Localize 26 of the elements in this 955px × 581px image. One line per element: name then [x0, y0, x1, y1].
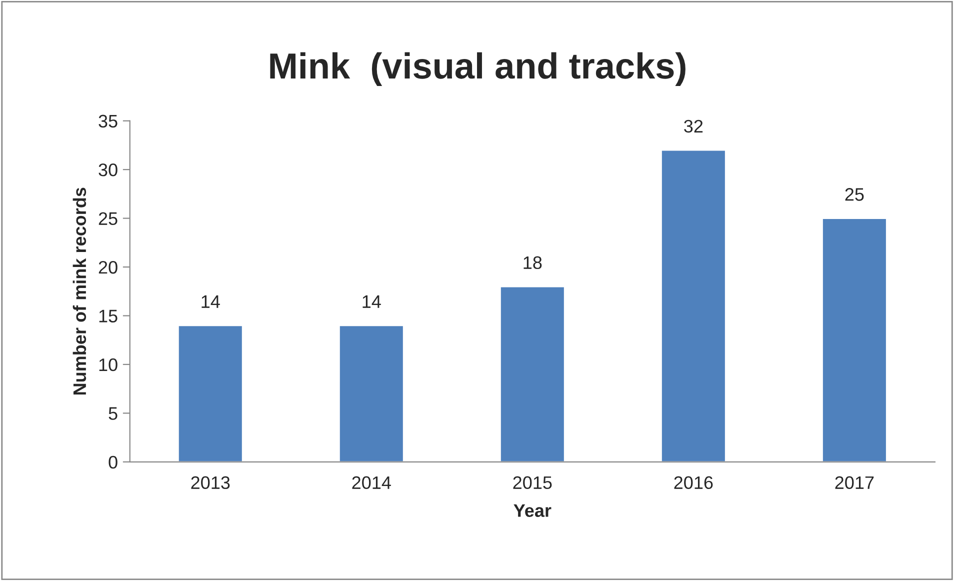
data-label: 14 — [362, 295, 381, 308]
y-tick-label: 20 — [98, 260, 118, 274]
y-tick-label: 30 — [98, 164, 118, 176]
x-tick-label: 2014 — [352, 476, 391, 490]
y-tick-label: 0 — [108, 456, 118, 469]
bar — [660, 149, 726, 462]
data-label: 14 — [202, 295, 220, 308]
x-tick-label: 2017 — [835, 476, 874, 490]
y-tick-label: 25 — [98, 212, 118, 226]
x-tick-label: 2015 — [513, 476, 552, 490]
x-tick-label: 2016 — [674, 476, 713, 490]
bar — [822, 218, 888, 462]
y-tick-label: 35 — [98, 114, 118, 128]
x-axis-title: Year — [514, 504, 552, 517]
bar — [177, 324, 244, 462]
y-tick-label: 15 — [99, 310, 118, 322]
y-tick-label: 10 — [99, 358, 118, 372]
bar — [500, 286, 566, 462]
data-label: 32 — [684, 120, 703, 133]
y-axis-title: Number of mink records — [72, 188, 86, 395]
bar — [338, 324, 404, 462]
y-tick-label: 5 — [108, 407, 118, 420]
data-label: 25 — [845, 188, 864, 201]
x-tick-label: 2013 — [191, 476, 230, 490]
chart-title: Mink (visual and tracks) — [270, 52, 686, 86]
data-label: 18 — [524, 256, 542, 270]
